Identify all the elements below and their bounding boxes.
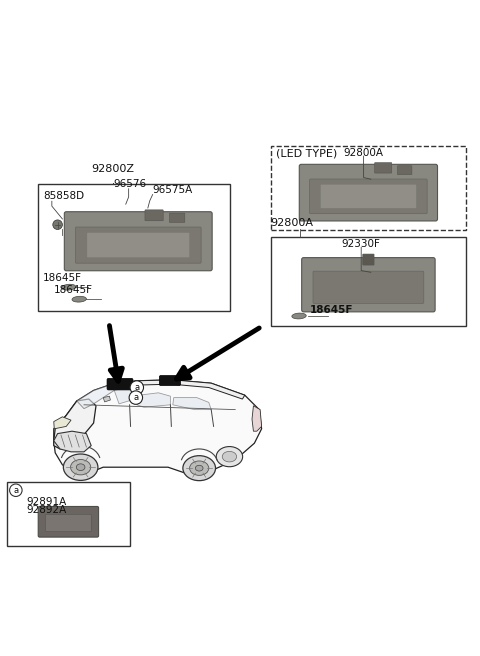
Ellipse shape [71, 459, 91, 475]
FancyBboxPatch shape [313, 271, 424, 303]
Text: 92800Z: 92800Z [91, 165, 134, 174]
Polygon shape [54, 399, 96, 449]
Text: a: a [133, 393, 138, 402]
Text: 96575A: 96575A [153, 184, 193, 195]
Circle shape [130, 380, 144, 394]
Polygon shape [54, 380, 262, 474]
Text: 92330F: 92330F [342, 239, 381, 249]
Text: 18645F: 18645F [310, 304, 353, 315]
FancyBboxPatch shape [363, 254, 374, 265]
Ellipse shape [195, 465, 203, 471]
Circle shape [129, 391, 143, 404]
Ellipse shape [216, 447, 242, 466]
FancyBboxPatch shape [397, 166, 412, 174]
Polygon shape [110, 380, 245, 399]
Polygon shape [77, 384, 114, 409]
Ellipse shape [183, 456, 216, 481]
Ellipse shape [61, 284, 76, 290]
FancyBboxPatch shape [321, 184, 416, 209]
FancyBboxPatch shape [64, 212, 212, 271]
Bar [271, 146, 466, 230]
Polygon shape [54, 431, 91, 452]
Ellipse shape [222, 451, 237, 462]
Text: 18645F: 18645F [43, 274, 82, 283]
Ellipse shape [76, 464, 85, 470]
Text: a: a [13, 485, 18, 495]
Polygon shape [252, 406, 262, 431]
FancyBboxPatch shape [374, 163, 392, 173]
Circle shape [53, 220, 62, 230]
Polygon shape [114, 385, 137, 404]
Text: 96576: 96576 [113, 179, 146, 189]
FancyBboxPatch shape [46, 514, 91, 531]
Ellipse shape [190, 461, 209, 476]
Polygon shape [54, 417, 71, 429]
Ellipse shape [63, 454, 98, 480]
Bar [7, 482, 130, 546]
Bar [271, 237, 466, 325]
Text: a: a [134, 383, 139, 392]
FancyBboxPatch shape [159, 375, 180, 386]
Polygon shape [137, 393, 170, 407]
FancyBboxPatch shape [300, 164, 438, 221]
Polygon shape [173, 398, 211, 409]
FancyBboxPatch shape [107, 379, 133, 390]
FancyBboxPatch shape [38, 506, 99, 537]
Bar [38, 184, 230, 311]
Text: 85858D: 85858D [43, 192, 84, 201]
FancyBboxPatch shape [310, 179, 427, 214]
Text: 92891A: 92891A [26, 497, 67, 507]
Polygon shape [103, 396, 110, 402]
FancyBboxPatch shape [301, 258, 435, 312]
Ellipse shape [72, 297, 86, 302]
Text: 92800A: 92800A [344, 148, 384, 159]
FancyBboxPatch shape [145, 210, 163, 220]
Text: 18645F: 18645F [54, 285, 93, 295]
FancyBboxPatch shape [75, 227, 201, 263]
Text: 92892A: 92892A [26, 505, 67, 515]
Text: (LED TYPE): (LED TYPE) [276, 148, 337, 159]
FancyBboxPatch shape [87, 232, 190, 258]
Circle shape [10, 484, 22, 497]
FancyBboxPatch shape [169, 213, 185, 222]
Text: 92800A: 92800A [270, 218, 313, 228]
Ellipse shape [292, 313, 306, 319]
